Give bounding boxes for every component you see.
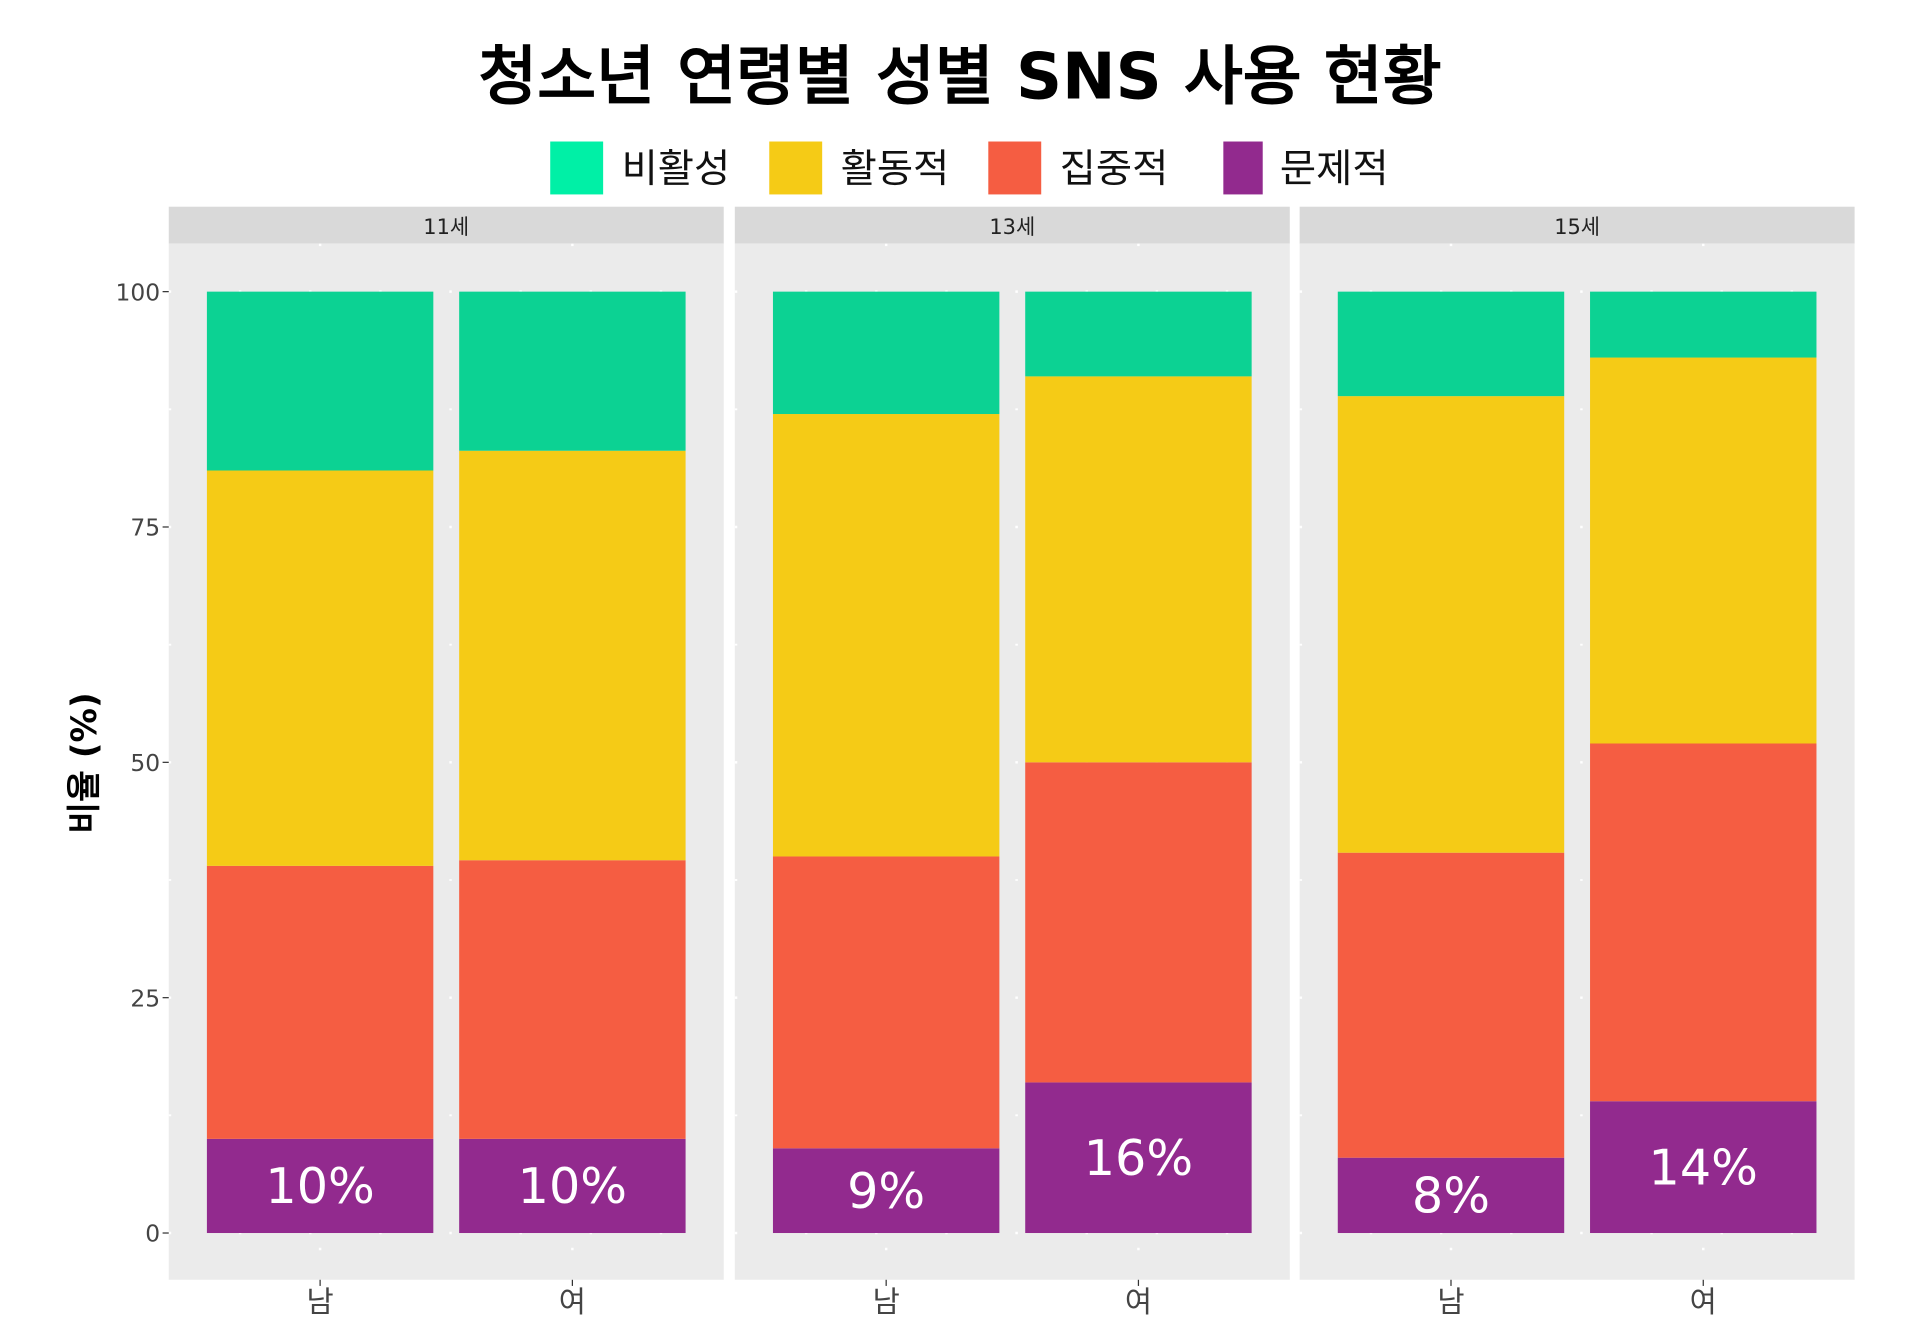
bar-segment-활동적 <box>459 450 686 861</box>
bar-segment-집중적 <box>772 856 1000 1149</box>
x-tick-label: 남 <box>1437 1285 1464 1319</box>
facet-strip <box>168 206 724 244</box>
y-axis-label: 비율 (%) <box>65 692 105 833</box>
facet-panel: 11세 10% 남 10% 여 <box>168 206 724 1319</box>
legend-label: 활동적 <box>841 146 950 192</box>
bar-segment-집중적 <box>1590 743 1817 1102</box>
facet-panel: 13세 9% 남 16% 여 <box>734 206 1290 1319</box>
legend: 비활성 활동적 집중적 문제적 <box>550 141 1389 195</box>
data-label: 10% <box>518 1157 627 1215</box>
legend-swatch-3 <box>1223 141 1263 195</box>
legend-label: 비활성 <box>622 146 731 192</box>
y-tick-label: 25 <box>130 984 160 1012</box>
facet-label: 11세 <box>423 215 469 239</box>
bar-segment-활동적 <box>1025 376 1252 763</box>
facet-label: 15세 <box>1554 215 1600 239</box>
facet-panels: 11세 10% 남 10% 여 13세 9% 남 16% 여 15세 8% 남 14% 여 <box>168 206 1855 1319</box>
bar-segment-비활성 <box>206 291 434 471</box>
data-label: 8% <box>1412 1167 1490 1225</box>
bar-segment-활동적 <box>1590 357 1817 744</box>
bar-segment-문제적 <box>1337 1157 1565 1234</box>
x-tick-label: 남 <box>873 1285 900 1319</box>
chart-title: 청소년 연령별 성별 SNS 사용 현황 <box>478 40 1441 114</box>
legend-label: 집중적 <box>1060 146 1169 192</box>
bar-segment-활동적 <box>772 414 1000 857</box>
x-tick-label: 여 <box>1125 1285 1152 1319</box>
facet-strip <box>734 206 1290 244</box>
data-label: 16% <box>1084 1129 1193 1187</box>
y-tick-label: 100 <box>116 278 161 306</box>
bar-segment-비활성 <box>1590 291 1817 358</box>
bar-segment-활동적 <box>206 470 434 866</box>
facet-strip <box>1299 206 1855 244</box>
bar-segment-문제적 <box>459 1138 686 1234</box>
bar-segment-집중적 <box>459 860 686 1139</box>
bar-segment-문제적 <box>1590 1101 1817 1234</box>
bar-segment-비활성 <box>1025 291 1252 377</box>
bar-segment-비활성 <box>772 291 1000 415</box>
y-axis: 0 25 50 75 100 <box>116 278 169 1248</box>
bar-segment-비활성 <box>459 291 686 451</box>
bar-segment-비활성 <box>1337 291 1565 397</box>
bar-segment-집중적 <box>1025 762 1252 1083</box>
y-tick-label: 50 <box>130 749 160 777</box>
legend-swatch-0 <box>550 141 604 195</box>
facet-label: 13세 <box>989 215 1035 239</box>
legend-swatch-2 <box>988 141 1042 195</box>
x-tick-label: 남 <box>307 1285 334 1319</box>
bar-segment-문제적 <box>206 1138 434 1234</box>
legend-swatch-1 <box>769 141 823 195</box>
data-label: 10% <box>265 1157 374 1215</box>
data-label: 9% <box>847 1162 925 1220</box>
x-tick-label: 여 <box>559 1285 586 1319</box>
bar-segment-활동적 <box>1337 396 1565 853</box>
bar-segment-집중적 <box>206 865 434 1139</box>
y-tick-label: 0 <box>145 1220 160 1248</box>
facet-panel: 15세 8% 남 14% 여 <box>1299 206 1855 1319</box>
x-tick-label: 여 <box>1690 1285 1717 1319</box>
legend-label: 문제적 <box>1280 146 1389 192</box>
bar-segment-집중적 <box>1337 852 1565 1158</box>
bar-segment-문제적 <box>772 1148 1000 1234</box>
bar-segment-문제적 <box>1025 1082 1252 1234</box>
data-label: 14% <box>1649 1138 1758 1196</box>
y-tick-label: 75 <box>130 514 160 542</box>
